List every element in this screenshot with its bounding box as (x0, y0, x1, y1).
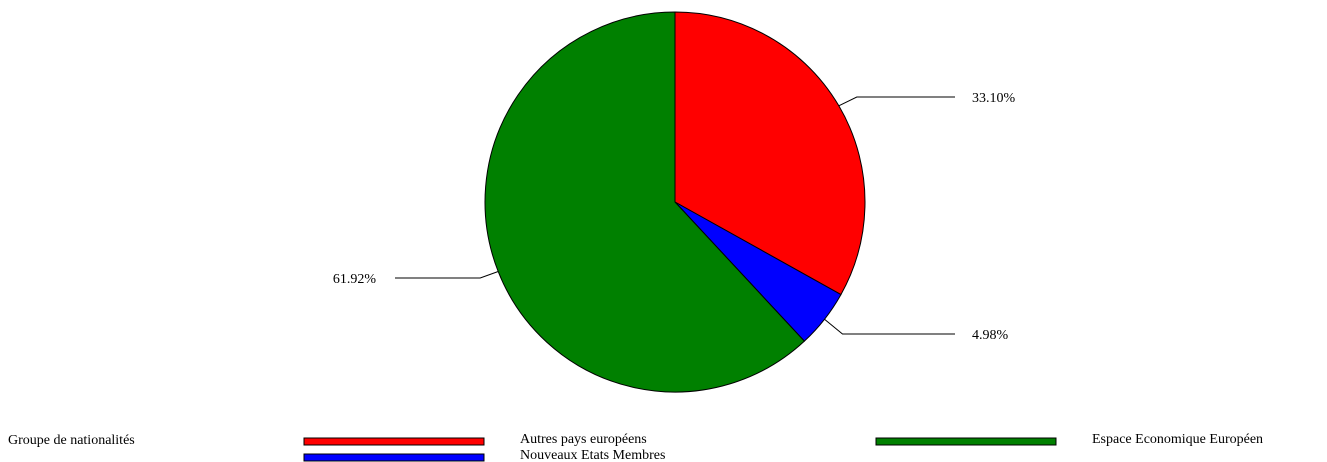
legend-swatch-1 (303, 437, 485, 446)
leader-line-3 (395, 271, 499, 279)
legend-swatch-2 (303, 453, 485, 462)
pie-slice-1 (674, 11, 866, 296)
slice-percentage-label: 33.10% (972, 91, 1016, 106)
legend: Groupe de nationalités Autres pays europ… (8, 432, 1263, 462)
slice-percentage-label: 61.92% (333, 272, 377, 287)
leader-line-2 (824, 318, 955, 335)
legend-label-2: Nouveaux Etats Membres (520, 448, 665, 462)
pie-slices (484, 11, 866, 393)
legend-swatch-3 (875, 437, 1057, 446)
leader-line-1 (838, 96, 955, 107)
slice-percentage-label: 4.98% (972, 328, 1009, 343)
pie-labels: 33.10% 4.98% 61.92% (333, 91, 1016, 343)
legend-label-1: Autres pays européens (520, 432, 647, 447)
legend-title: Groupe de nationalités (8, 433, 135, 448)
legend-label-3: Espace Economique Européen (1092, 432, 1263, 447)
pie-slice-3 (484, 11, 806, 393)
